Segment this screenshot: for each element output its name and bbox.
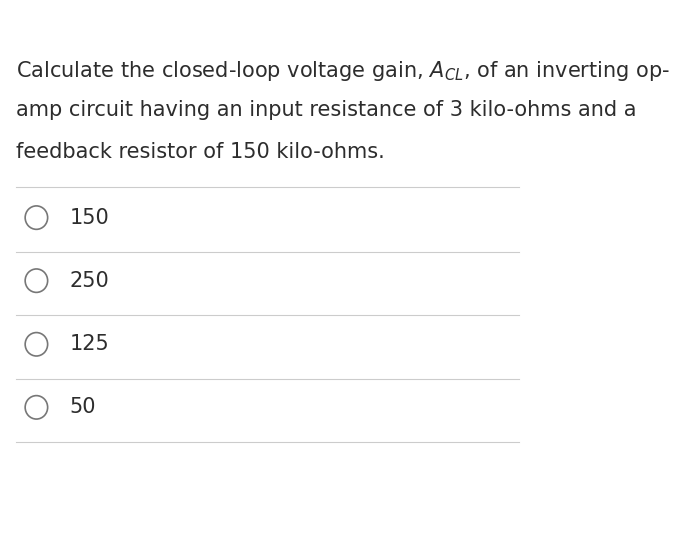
Text: Calculate the closed-loop voltage gain, $A_{CL}$, of an inverting op-: Calculate the closed-loop voltage gain, …	[16, 59, 670, 83]
Text: 50: 50	[69, 397, 96, 417]
Text: 150: 150	[69, 208, 109, 228]
Text: 125: 125	[69, 334, 109, 354]
Text: 250: 250	[69, 271, 109, 291]
Text: feedback resistor of 150 kilo-ohms.: feedback resistor of 150 kilo-ohms.	[16, 142, 385, 162]
Text: amp circuit having an input resistance of 3 kilo-ohms and a: amp circuit having an input resistance o…	[16, 100, 636, 121]
